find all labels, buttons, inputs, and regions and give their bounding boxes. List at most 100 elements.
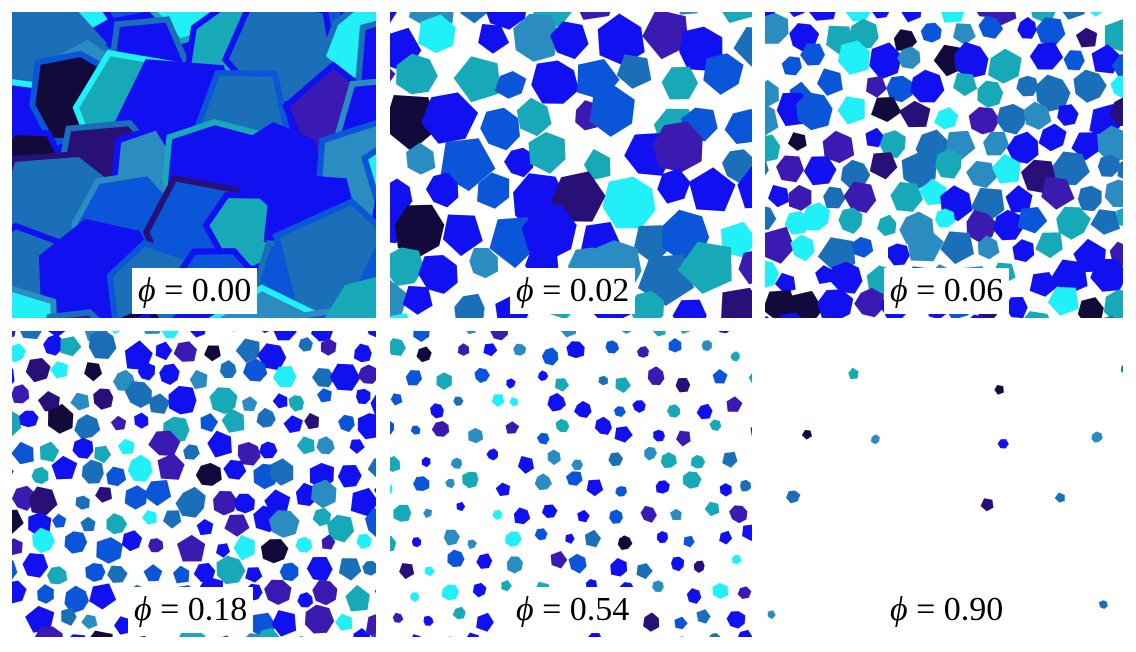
grain (350, 487, 376, 517)
grain (550, 21, 589, 60)
grain-panel-phi-0-90 (765, 331, 1123, 637)
grain (12, 343, 26, 363)
grain (994, 384, 1004, 395)
grain (12, 580, 27, 604)
grain (980, 498, 994, 512)
grain (1120, 365, 1123, 374)
grain (1098, 600, 1108, 609)
grain (661, 66, 699, 100)
grain-map-1 (390, 12, 752, 318)
grain (390, 313, 409, 318)
grain (920, 22, 942, 43)
grain (394, 204, 445, 257)
grain-map-0 (12, 12, 376, 318)
grain (560, 331, 577, 338)
grain (765, 104, 779, 136)
grain (680, 636, 685, 637)
grain (424, 566, 435, 577)
grain (632, 400, 646, 413)
grain (37, 391, 60, 412)
grain (1057, 104, 1079, 126)
grain (357, 364, 376, 384)
grain (843, 181, 877, 213)
grain (1017, 16, 1037, 39)
grain (554, 378, 569, 392)
grain (492, 509, 503, 520)
grain (75, 495, 90, 510)
grain (534, 473, 552, 491)
grain (1054, 492, 1065, 503)
grain (765, 159, 769, 176)
grain-map-3 (12, 331, 376, 637)
grain (196, 519, 214, 536)
grain (676, 430, 691, 447)
grain (474, 367, 490, 383)
grain (565, 533, 575, 544)
grain (1005, 185, 1033, 213)
grain (636, 563, 653, 580)
grain (81, 614, 98, 630)
grain (12, 538, 23, 556)
grain (94, 445, 112, 464)
grain (46, 309, 101, 318)
grain (468, 427, 484, 444)
grain (441, 584, 460, 601)
grain (390, 68, 396, 82)
grain (430, 403, 444, 419)
grain (371, 632, 376, 637)
grain (506, 556, 523, 574)
grain (143, 564, 163, 582)
grain (1103, 289, 1123, 318)
grain (790, 234, 815, 262)
grain (390, 483, 393, 494)
grain (1097, 154, 1120, 177)
grain (399, 563, 415, 580)
grain (871, 97, 902, 122)
grain (586, 479, 604, 497)
grain (966, 160, 997, 189)
grain (983, 131, 1009, 156)
grain (1109, 97, 1123, 127)
grain (953, 72, 978, 97)
phi-value: = 0.00 (164, 272, 252, 309)
grain (703, 53, 744, 95)
grain (452, 606, 466, 620)
grain (879, 130, 906, 159)
grain (822, 130, 855, 164)
grain (722, 149, 752, 184)
phi-value: = 0.06 (916, 272, 1004, 309)
grain (18, 410, 39, 428)
grain (534, 528, 548, 541)
grain (680, 331, 691, 334)
grain (74, 414, 101, 439)
grain (121, 530, 143, 552)
phi-symbol: ϕ (890, 272, 908, 309)
grain (954, 41, 989, 79)
grain (298, 337, 313, 352)
grain (643, 612, 660, 632)
grain (405, 370, 423, 386)
grain (283, 415, 303, 433)
grain (817, 289, 854, 318)
grain (256, 407, 276, 428)
grain (686, 588, 702, 604)
grain (168, 385, 197, 415)
grain (338, 558, 362, 581)
grain (765, 290, 798, 318)
grain (64, 531, 88, 554)
grain (616, 54, 652, 89)
grain (60, 336, 82, 357)
grain (61, 607, 77, 626)
grain (495, 482, 511, 497)
grain (517, 456, 535, 474)
grain (737, 586, 752, 599)
grain (767, 610, 776, 620)
grain (102, 12, 154, 25)
grain (297, 592, 313, 608)
grain (848, 367, 859, 380)
grain (934, 107, 959, 130)
grain (851, 236, 874, 258)
grain (245, 633, 263, 637)
grain (460, 12, 488, 24)
grain (51, 455, 78, 480)
